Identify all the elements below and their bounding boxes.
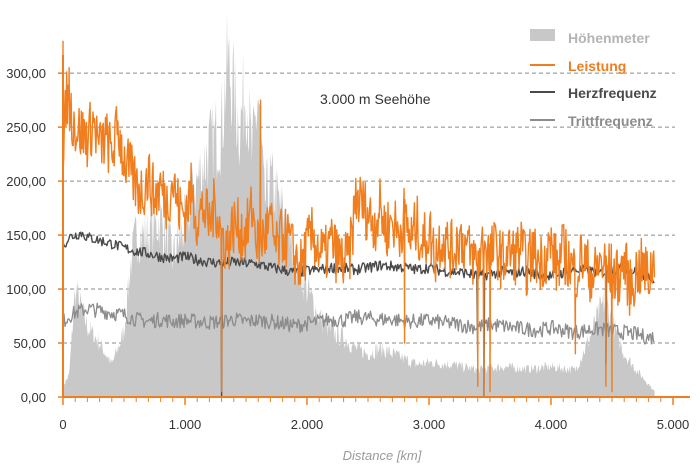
y-tick-label-3: 150,00 [6,228,46,243]
y-tick-label-5: 250,00 [6,120,46,135]
y-tick-label-4: 200,00 [6,174,46,189]
y-tick-label-6: 300,00 [6,66,46,81]
x-tick-labels: 0 1.000 2.000 3.000 4.000 5.000 [59,417,689,432]
x-tick-label-4: 4.000 [535,417,568,432]
x-tick-label-0: 0 [59,417,66,432]
y-tick-label-1: 50,00 [13,336,46,351]
x-axis-label: Distance [km] [343,448,422,463]
series-hoehenmeter-area [63,12,655,397]
x-tick-label-2: 2.000 [291,417,324,432]
x-tick-label-3: 3.000 [413,417,446,432]
y-tick-labels: 0,00 50,00 100,00 150,00 200,00 250,00 300,00 [6,66,46,405]
elevation-area-layer [63,12,655,397]
legend-label-herzfrequenz: Herzfrequenz [568,85,657,101]
legend-label-trittfrequenz: Trittfrequenz [568,113,653,129]
axes [58,55,690,405]
y-tick-label-2: 100,00 [6,282,46,297]
legend-swatch-hoehenmeter [530,29,555,41]
y-tick-label-0: 0,00 [21,390,46,405]
legend: Höhenmeter Leistung Herzfrequenz Trittfr… [530,29,657,129]
legend-label-leistung: Leistung [568,58,626,74]
series-trittfrequenz-line [62,302,655,345]
x-tick-label-1: 1.000 [169,417,202,432]
x-tick-label-5: 5.000 [657,417,690,432]
series-leistung-line [62,40,656,398]
legend-label-hoehenmeter: Höhenmeter [568,30,650,46]
annotation-seehoehe: 3.000 m Seehöhe [320,91,431,107]
series-lines-layer [62,40,656,398]
